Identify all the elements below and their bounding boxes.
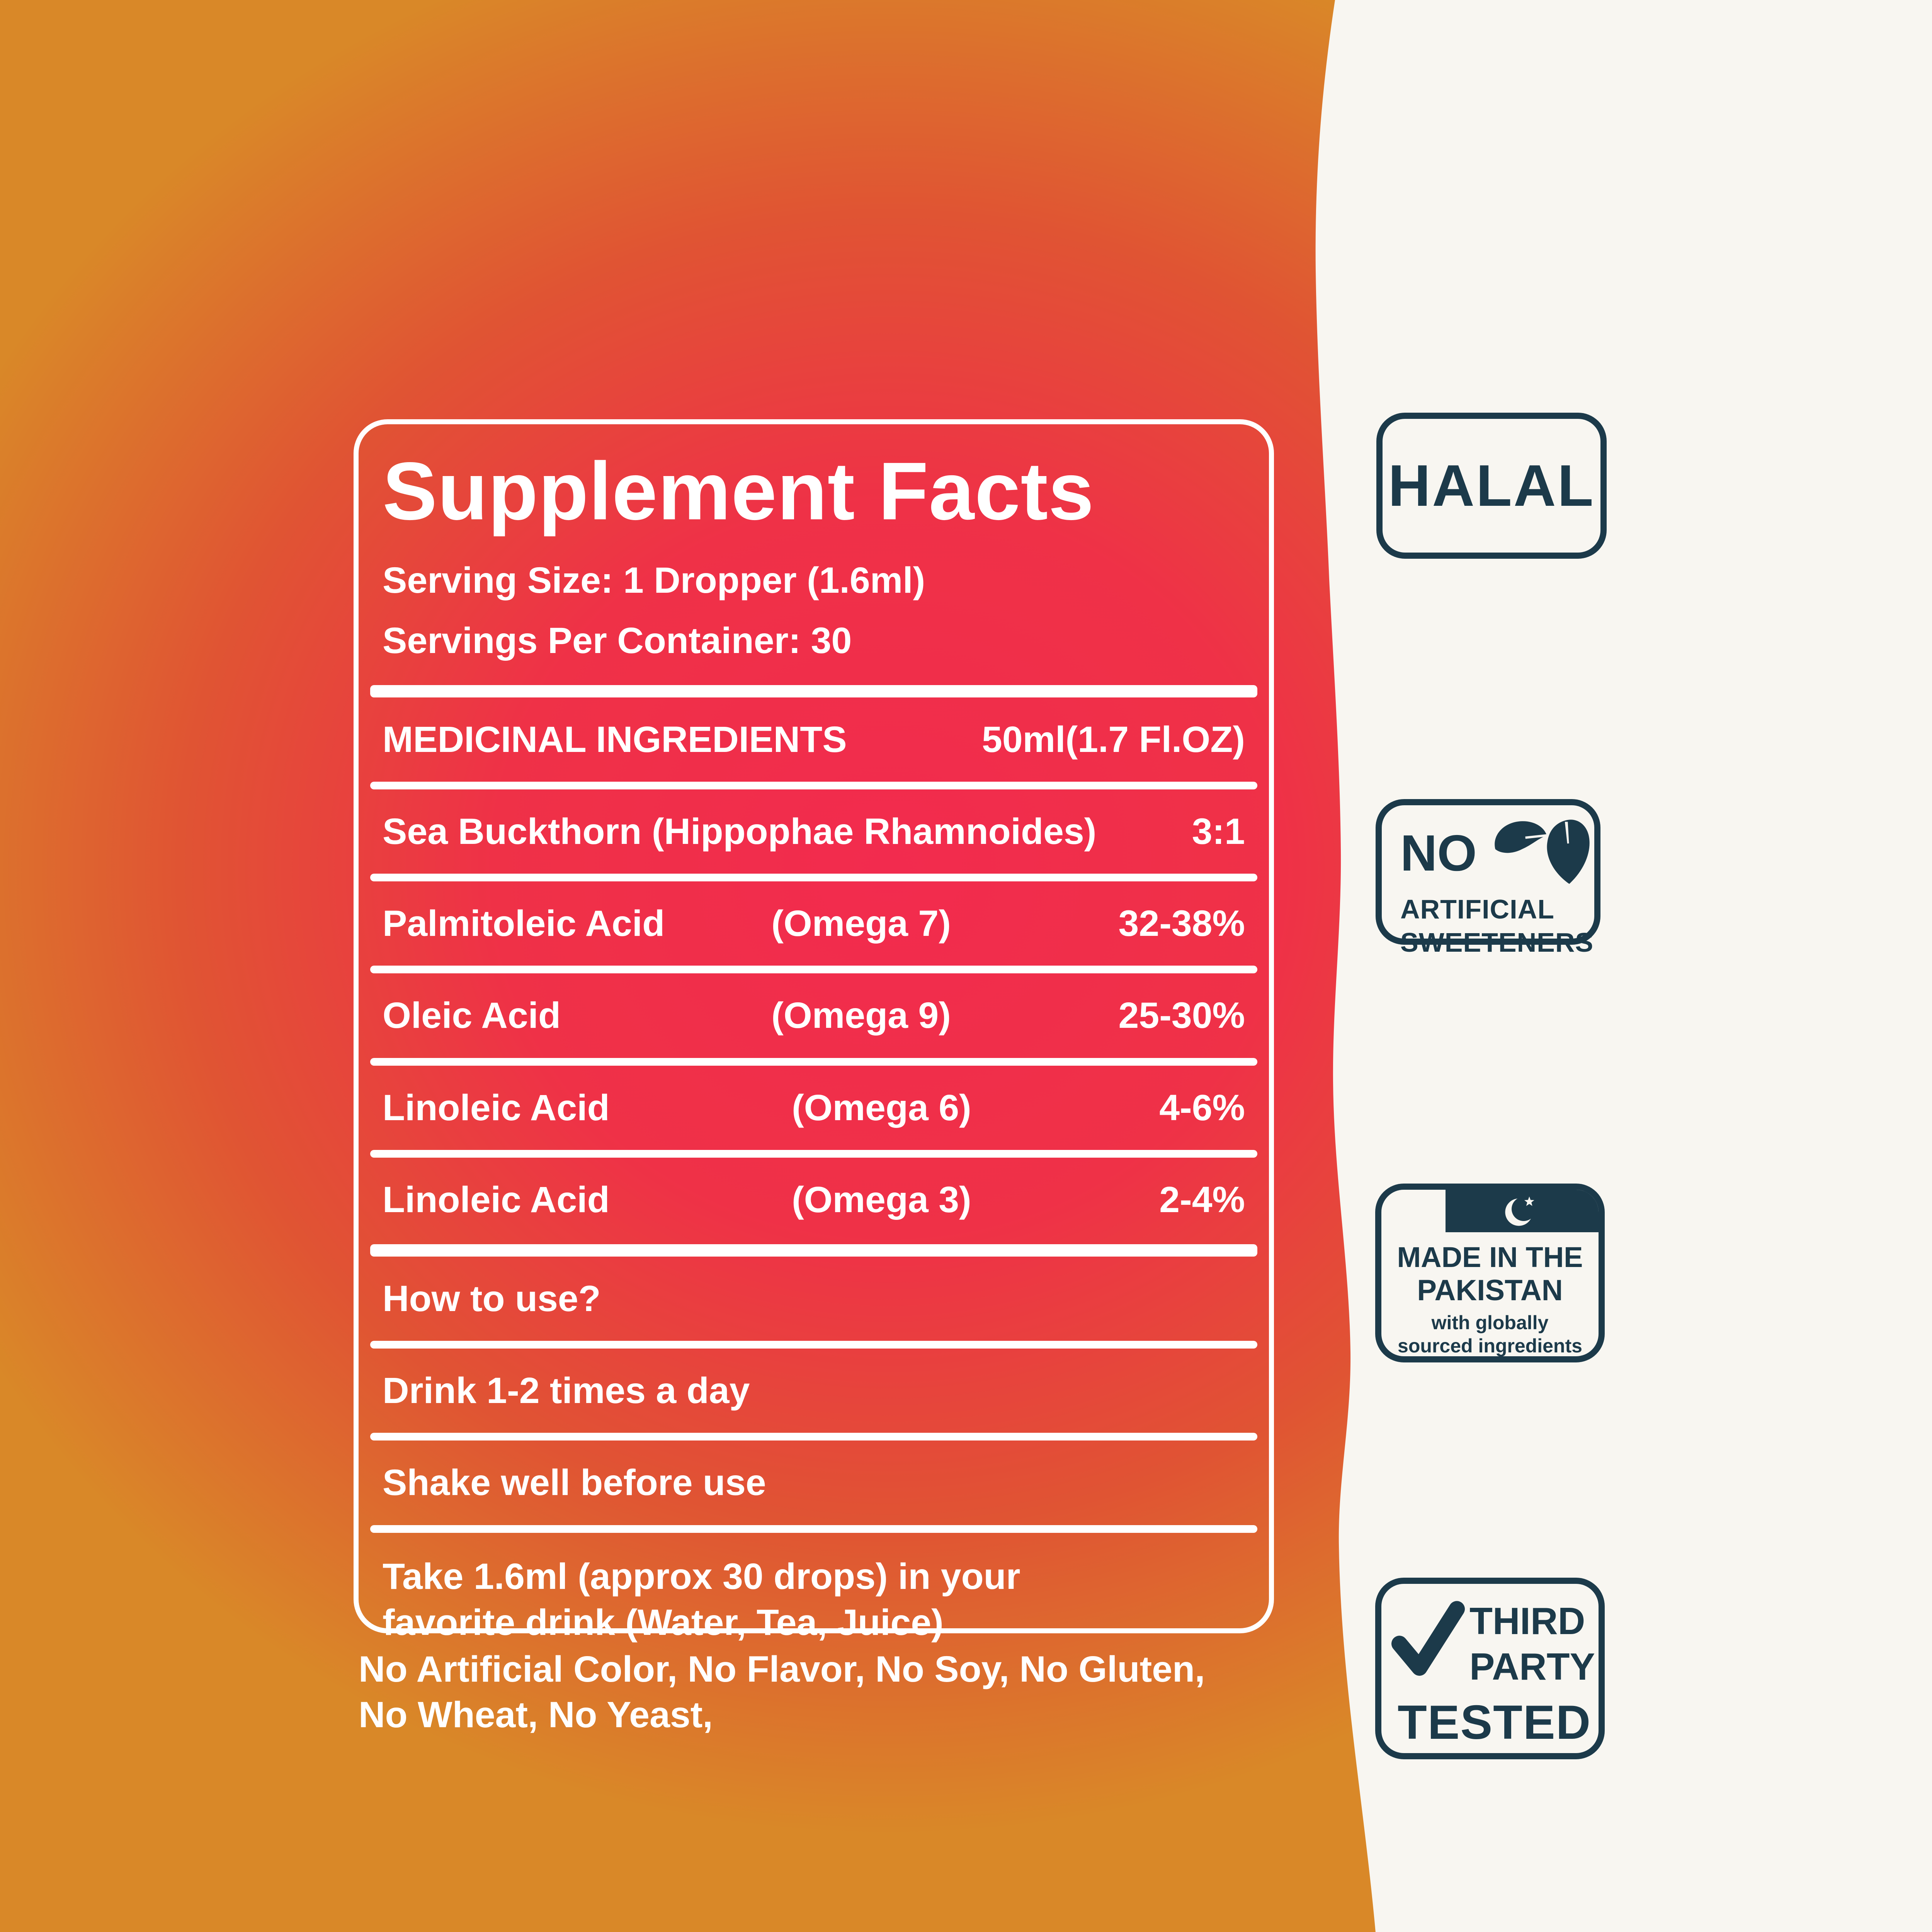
ingredient-percent: 2-4% <box>1159 1179 1245 1220</box>
divider <box>370 1244 1257 1257</box>
ingredient-omega: (Omega 7) <box>771 903 951 944</box>
halal-label: HALAL <box>1388 452 1595 519</box>
third-party-tested-badge: THIRD PARTY TESTED <box>1375 1578 1605 1759</box>
source-ratio-row: Sea Buckthorn (Hippophae Rhamnoides) 3:1 <box>383 810 1245 853</box>
how-to-use-heading: How to use? <box>383 1278 601 1319</box>
usage-row: Drink 1-2 times a day <box>383 1370 750 1412</box>
halal-badge: HALAL <box>1376 413 1607 559</box>
ingredient-row: Linoleic Acid (Omega 3) 2-4% <box>383 1179 1245 1221</box>
ingredient-percent: 4-6% <box>1159 1087 1245 1128</box>
footnote: No Artificial Color, No Flavor, No Soy, … <box>359 1649 1205 1735</box>
divider <box>370 782 1257 789</box>
source-ratio: 3:1 <box>1192 811 1245 852</box>
pakistan-label: PAKISTAN <box>1417 1274 1563 1307</box>
sweeteners-label: SWEETENERS <box>1400 927 1594 957</box>
panel-title: Supplement Facts <box>383 445 1094 537</box>
no-artificial-sweeteners-badge: NO ARTIFICIAL SWEETENERS <box>1376 799 1600 956</box>
ingredient-omega: (Omega 6) <box>792 1087 971 1128</box>
leaves-icon <box>1495 820 1590 884</box>
with-globally-label: with globally <box>1431 1311 1549 1333</box>
take-instructions: Take 1.6ml (approx 30 drops) in your fav… <box>383 1556 1020 1643</box>
ingredient-percent: 25-30% <box>1118 995 1245 1036</box>
ingredient-name: Linoleic Acid <box>383 1087 610 1128</box>
source-name: Sea Buckthorn (Hippophae Rhamnoides) <box>383 811 1097 852</box>
crescent-star-icon <box>1505 1196 1536 1226</box>
no-label: NO <box>1400 825 1477 881</box>
ingredient-row: Linoleic Acid (Omega 6) 4-6% <box>383 1087 1245 1129</box>
supplement-facts-panel: Supplement Facts Serving Size: 1 Dropper… <box>354 419 1274 1643</box>
sourced-ingredients-label: sourced ingredients <box>1398 1335 1582 1357</box>
divider <box>370 1058 1257 1066</box>
divider <box>370 1150 1257 1158</box>
servings-per-container-line: Servings Per Container: 30 <box>383 620 852 661</box>
ingredient-omega: (Omega 3) <box>792 1179 971 1220</box>
party-label: PARTY <box>1469 1645 1595 1688</box>
tested-label: TESTED <box>1398 1696 1592 1749</box>
pakistan-flag <box>1381 1190 1599 1232</box>
flag-white-stripe <box>1381 1190 1451 1232</box>
made-in-pakistan-badge: MADE IN THE PAKISTAN with globally sourc… <box>1375 1184 1605 1362</box>
ingredient-name: Palmitoleic Acid <box>383 903 665 944</box>
divider <box>370 1341 1257 1349</box>
ingredient-percent: 32-38% <box>1118 903 1245 944</box>
divider <box>370 874 1257 882</box>
artificial-label: ARTIFICIAL <box>1400 894 1554 924</box>
divider <box>370 685 1257 697</box>
made-in-the-label: MADE IN THE <box>1397 1241 1583 1273</box>
ingredient-omega: (Omega 9) <box>771 995 951 1036</box>
medicinal-ingredients-row: MEDICINAL INGREDIENTS 50ml(1.7 Fl.OZ) <box>383 718 1245 761</box>
ingredient-name: Oleic Acid <box>383 995 561 1036</box>
serving-size-line: Serving Size: 1 Dropper (1.6ml) <box>383 560 925 601</box>
divider <box>370 1525 1257 1533</box>
third-label: THIRD <box>1469 1600 1585 1642</box>
divider <box>370 966 1257 974</box>
medicinal-label: MEDICINAL INGREDIENTS <box>383 719 847 760</box>
ingredient-name: Linoleic Acid <box>383 1179 610 1220</box>
divider <box>370 1433 1257 1441</box>
ingredient-row: Palmitoleic Acid (Omega 7) 32-38% <box>383 902 1245 945</box>
checkmark-icon <box>1391 1601 1465 1676</box>
usage-row: Shake well before use <box>383 1462 766 1503</box>
ingredient-row: Oleic Acid (Omega 9) 25-30% <box>383 994 1245 1037</box>
medicinal-value: 50ml(1.7 Fl.OZ) <box>981 719 1245 760</box>
